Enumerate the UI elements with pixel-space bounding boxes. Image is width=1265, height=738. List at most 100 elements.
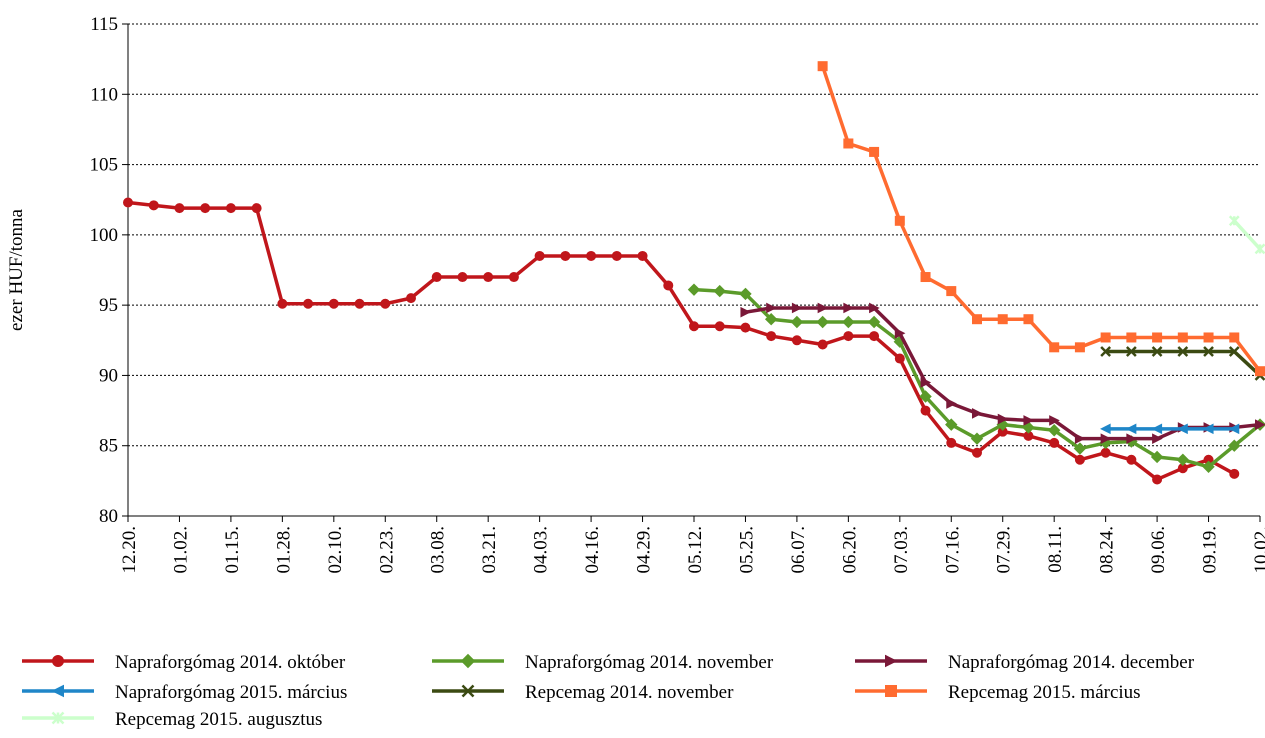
marker-shape: [790, 315, 804, 329]
legend-label: Repcemag 2015. március: [948, 682, 1141, 703]
x-tick-label: 09.19.: [1200, 526, 1221, 574]
marker: [885, 685, 897, 697]
marker: [842, 315, 855, 329]
marker-shape: [460, 653, 476, 669]
marker-shape: [843, 138, 854, 149]
marker-shape: [920, 272, 931, 283]
marker-shape: [225, 203, 236, 214]
marker-shape: [1126, 454, 1137, 465]
marker: [1126, 332, 1137, 343]
marker-shape: [663, 280, 674, 291]
x-tick-label: 08.24.: [1097, 526, 1118, 574]
x-tick-label: 01.28.: [273, 526, 294, 574]
marker: [52, 655, 64, 667]
marker: [560, 250, 571, 261]
marker: [303, 298, 314, 309]
marker-shape: [1023, 415, 1035, 426]
marker-shape: [764, 312, 778, 326]
marker-shape: [885, 654, 898, 668]
x-tick-label: 04.29.: [634, 526, 655, 574]
marker-shape: [1125, 423, 1137, 435]
marker: [791, 335, 802, 346]
marker: [328, 298, 339, 309]
x-tick-label: 02.10.: [325, 526, 346, 574]
marker: [714, 321, 725, 332]
marker-shape: [1074, 433, 1086, 444]
marker: [1176, 453, 1190, 466]
x-tick-label: 05.25.: [736, 526, 757, 574]
marker: [791, 302, 803, 314]
x-tick-label: 07.29.: [994, 526, 1015, 574]
marker-shape: [945, 418, 958, 431]
marker-shape: [1126, 332, 1137, 343]
marker-shape: [972, 408, 983, 419]
marker: [1100, 447, 1111, 458]
marker: [764, 312, 778, 326]
marker: [1228, 439, 1241, 452]
marker-shape: [1152, 474, 1163, 485]
marker: [277, 298, 288, 309]
marker: [687, 283, 701, 296]
marker-shape: [1229, 468, 1240, 479]
marker: [1228, 346, 1240, 357]
marker: [508, 272, 519, 283]
marker: [1177, 346, 1189, 357]
marker-shape: [1049, 437, 1060, 448]
marker: [919, 390, 932, 403]
marker-shape: [1125, 346, 1137, 357]
marker: [354, 298, 365, 309]
marker: [816, 315, 829, 329]
marker: [1047, 424, 1061, 437]
marker: [997, 314, 1008, 325]
y-tick-label: 90: [99, 365, 118, 386]
marker: [885, 654, 898, 668]
marker-shape: [611, 250, 622, 261]
y-tick-label: 80: [99, 506, 118, 527]
marker: [200, 203, 211, 214]
marker: [1100, 433, 1112, 444]
marker-shape: [1177, 332, 1188, 343]
x-tick-label: 03.08.: [428, 526, 449, 574]
marker: [817, 61, 828, 72]
marker: [460, 653, 476, 669]
marker: [1255, 366, 1265, 377]
marker-shape: [431, 272, 442, 283]
marker-shape: [303, 298, 314, 309]
y-tick-label: 85: [99, 436, 118, 457]
marker-shape: [740, 322, 751, 333]
marker: [1126, 454, 1137, 465]
marker-shape: [1022, 421, 1035, 434]
marker-shape: [920, 405, 931, 416]
marker-shape: [174, 203, 185, 214]
marker: [689, 321, 699, 332]
marker: [431, 272, 442, 283]
marker-shape: [51, 684, 64, 698]
marker: [739, 287, 752, 301]
marker: [225, 203, 236, 214]
marker: [972, 408, 983, 419]
marker: [1228, 423, 1240, 435]
legend-label: Napraforgómag 2015. március: [115, 682, 347, 703]
marker: [251, 203, 262, 214]
legend-label: Repcemag 2015. augusztus: [115, 709, 322, 730]
marker-shape: [1074, 454, 1085, 465]
marker: [1229, 332, 1240, 343]
marker-shape: [1228, 439, 1241, 452]
marker: [1073, 442, 1087, 455]
marker: [970, 432, 984, 445]
marker: [1074, 454, 1085, 465]
y-tick-label: 100: [90, 225, 119, 246]
marker: [946, 398, 957, 409]
y-axis-label: ezer HUF/tonna: [6, 209, 27, 331]
marker-shape: [1254, 243, 1265, 255]
marker: [1203, 332, 1214, 343]
marker-shape: [894, 327, 906, 339]
marker: [766, 331, 777, 342]
marker: [1125, 346, 1137, 357]
marker: [867, 315, 881, 329]
marker-shape: [791, 335, 802, 346]
marker-shape: [1255, 366, 1265, 377]
marker-shape: [817, 339, 828, 350]
marker-shape: [1073, 442, 1087, 455]
